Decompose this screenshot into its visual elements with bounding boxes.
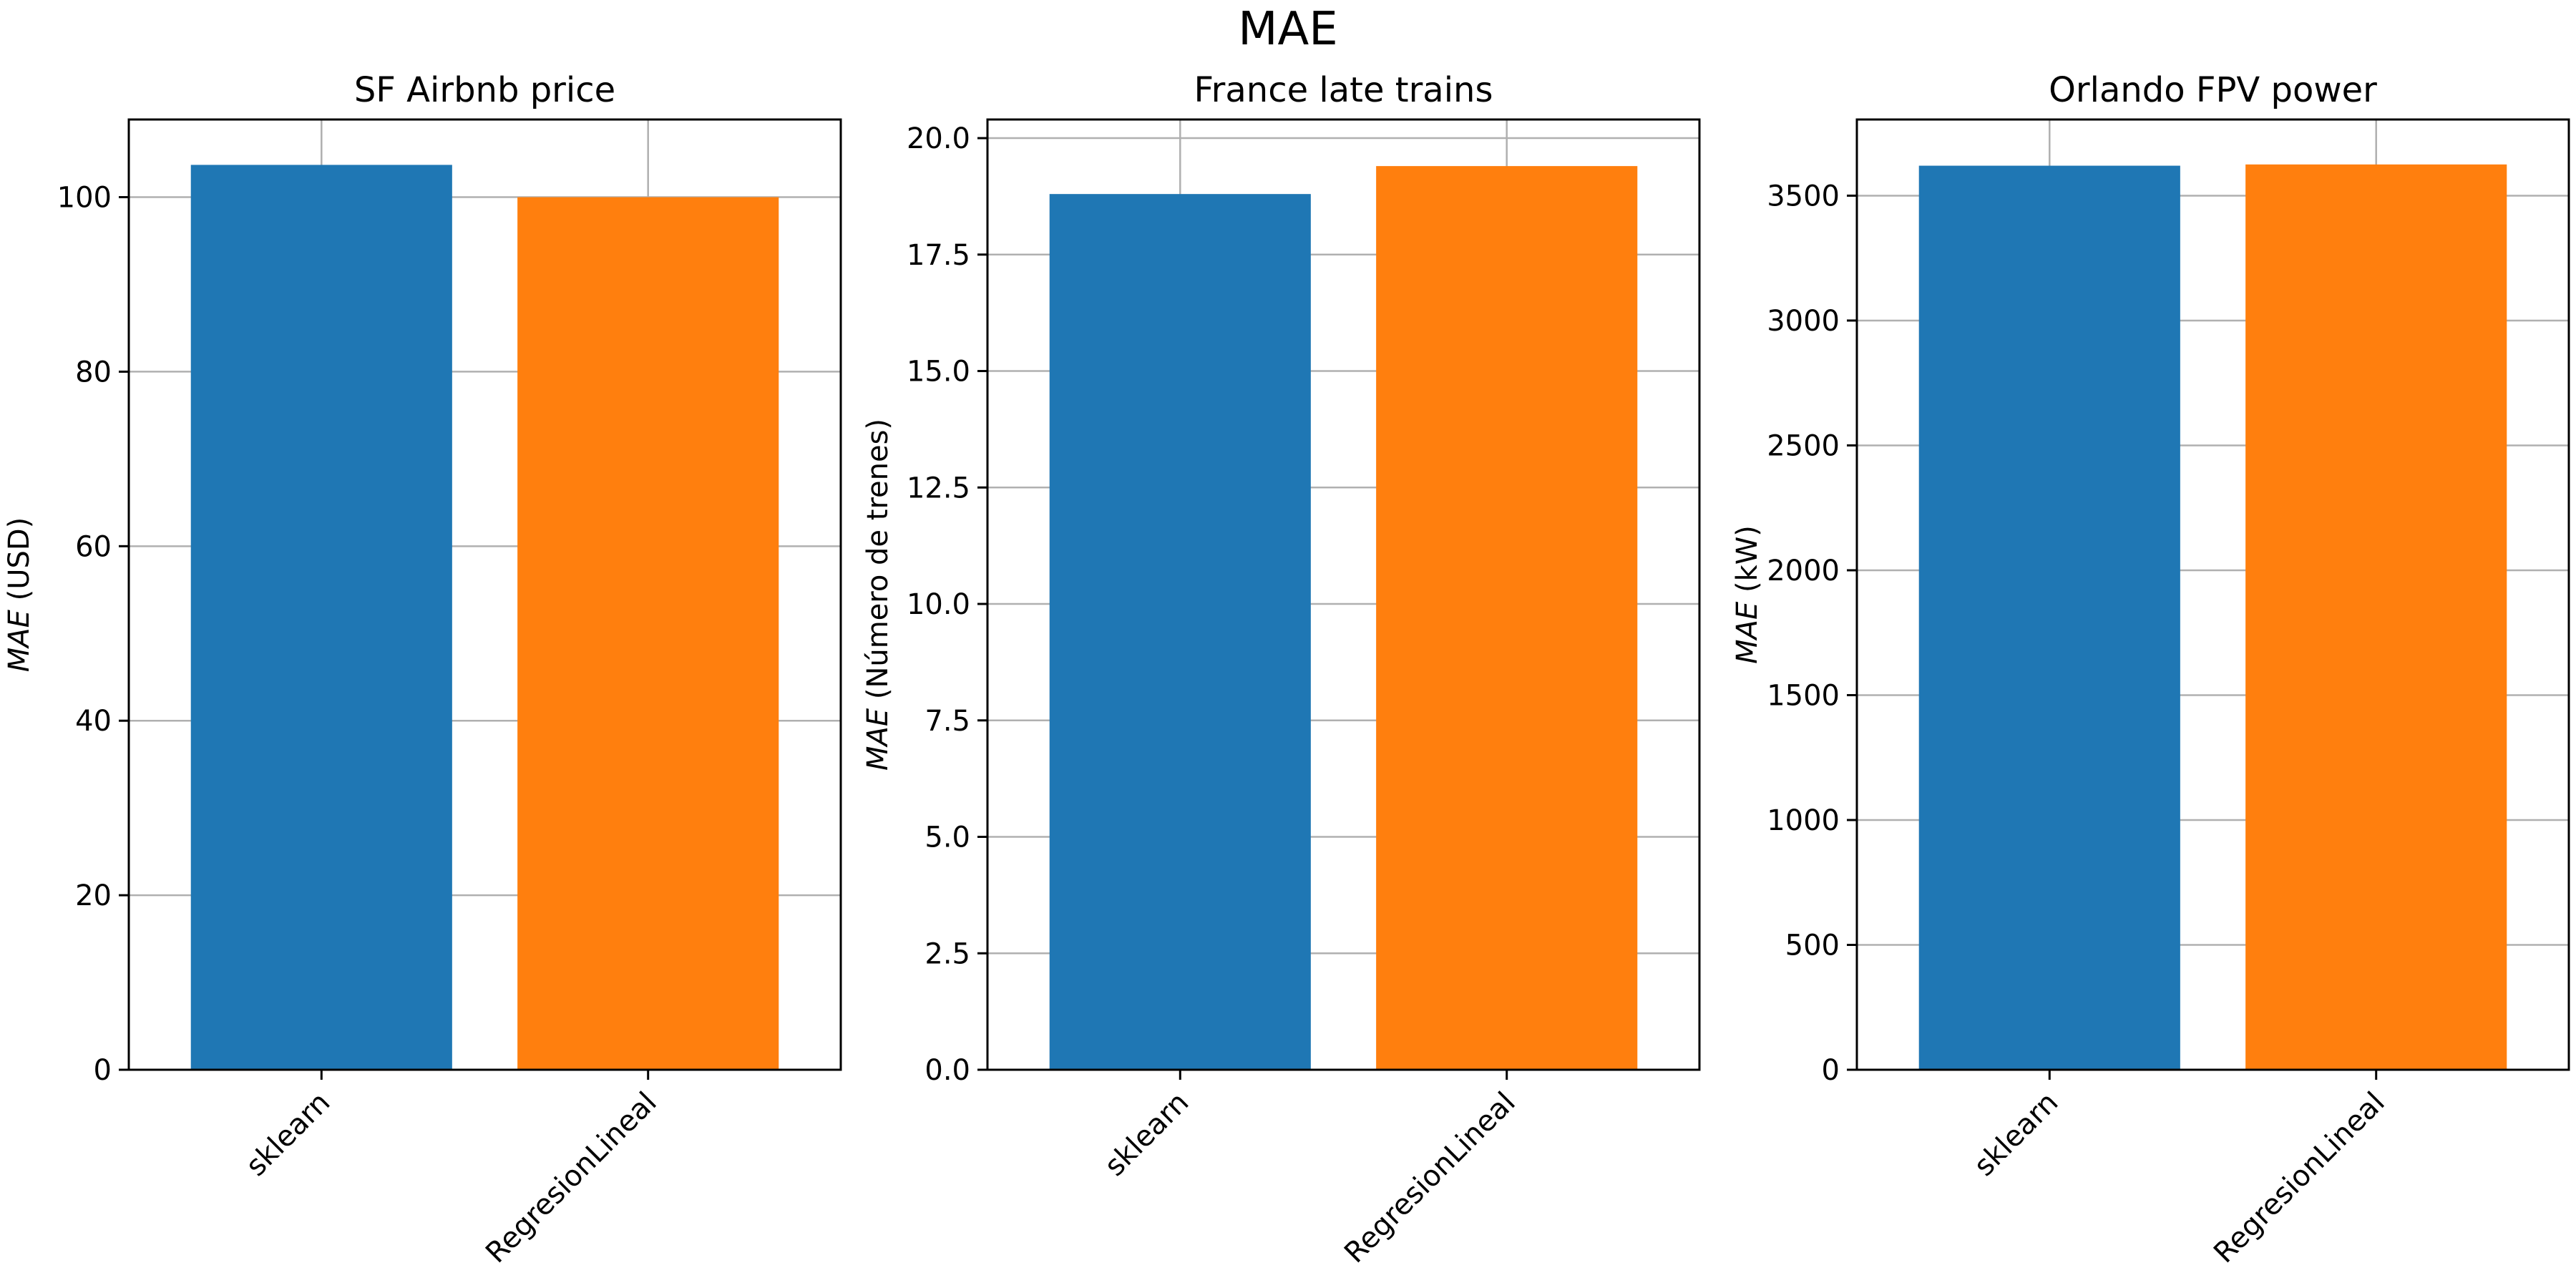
x-tick-label: sklearn [1098, 1086, 1195, 1183]
y-tick-label: 1000 [1767, 804, 1840, 837]
chart-panel: 0 20 40 60 80 100 sklearn RegresionLineal SF Air… [3, 70, 842, 1270]
y-axis-label: MAE (kW) [1731, 525, 1764, 664]
axes-frame [986, 118, 1701, 1071]
y-axis-label-unit: (USD) [3, 517, 36, 610]
bar-sklearn [1049, 194, 1311, 1070]
axes-frame [127, 118, 842, 1071]
y-tick-label: 10.0 [907, 588, 970, 621]
y-axis-label: MAE (Número de trenes) [862, 419, 894, 771]
chart-panel: 0.0 2.5 5.0 7.5 10.0 12.5 15.0 17.5 20.0 sklearn R… [862, 70, 1701, 1270]
panel-title: Orlando FPV power [2049, 70, 2377, 110]
y-tick-label: 0 [1822, 1054, 1840, 1087]
y-axis-label-unit: (kW) [1731, 525, 1764, 602]
x-tick-label: sklearn [1968, 1086, 2064, 1183]
y-tick-label: 12.5 [907, 472, 970, 504]
x-tick-label: RegresionLineal [1338, 1086, 1522, 1270]
y-tick-label: 2000 [1767, 555, 1840, 587]
y-tick-label: 3000 [1767, 305, 1840, 338]
y-tick-label: 100 [57, 182, 112, 215]
y-tick-label: 3500 [1767, 180, 1840, 213]
bar-sklearn [1918, 165, 2180, 1070]
y-axis-label-variable: MAE [1731, 601, 1764, 664]
y-tick-label: 0.0 [924, 1054, 970, 1087]
y-tick-label: 20 [75, 879, 112, 912]
chart-panels: 0 20 40 60 80 100 sklearn RegresionLineal SF Air… [3, 70, 2570, 1270]
axes-frame [1855, 118, 2570, 1071]
panel-title: France late trains [1194, 70, 1493, 110]
y-axis-label-variable: MAE [862, 708, 894, 771]
y-tick-label: 7.5 [924, 705, 970, 738]
y-axis-label-variable: MAE [3, 609, 36, 672]
x-tick-label: RegresionLineal [2207, 1086, 2391, 1270]
panel-title: SF Airbnb price [354, 70, 615, 110]
y-tick-label: 40 [75, 705, 112, 738]
y-tick-label: 60 [75, 530, 112, 563]
x-tick-label: sklearn [240, 1086, 336, 1183]
y-tick-label: 15.0 [907, 356, 970, 389]
y-tick-label: 500 [1785, 929, 1840, 962]
x-tick-label: RegresionLineal [479, 1086, 663, 1270]
chart-panel: 0 500 1000 1500 2000 2500 3000 3500 sklearn Regre… [1731, 70, 2570, 1270]
y-tick-label: 2500 [1767, 429, 1840, 462]
y-tick-label: 20.0 [907, 122, 970, 155]
bar-sklearn [190, 165, 452, 1070]
y-tick-label: 80 [75, 356, 112, 389]
y-axis-label-unit: (Número de trenes) [862, 419, 894, 708]
y-tick-label: 5.0 [924, 821, 970, 854]
bar-RegresionLineal [517, 197, 779, 1070]
y-tick-label: 17.5 [907, 239, 970, 272]
y-tick-label: 0 [94, 1054, 112, 1087]
y-tick-label: 2.5 [924, 937, 970, 970]
bar-RegresionLineal [1376, 166, 1638, 1070]
figure-title: MAE [1238, 3, 1337, 56]
bar-RegresionLineal [2245, 164, 2507, 1070]
y-axis-label: MAE (USD) [3, 517, 36, 673]
y-tick-label: 1500 [1767, 679, 1840, 712]
